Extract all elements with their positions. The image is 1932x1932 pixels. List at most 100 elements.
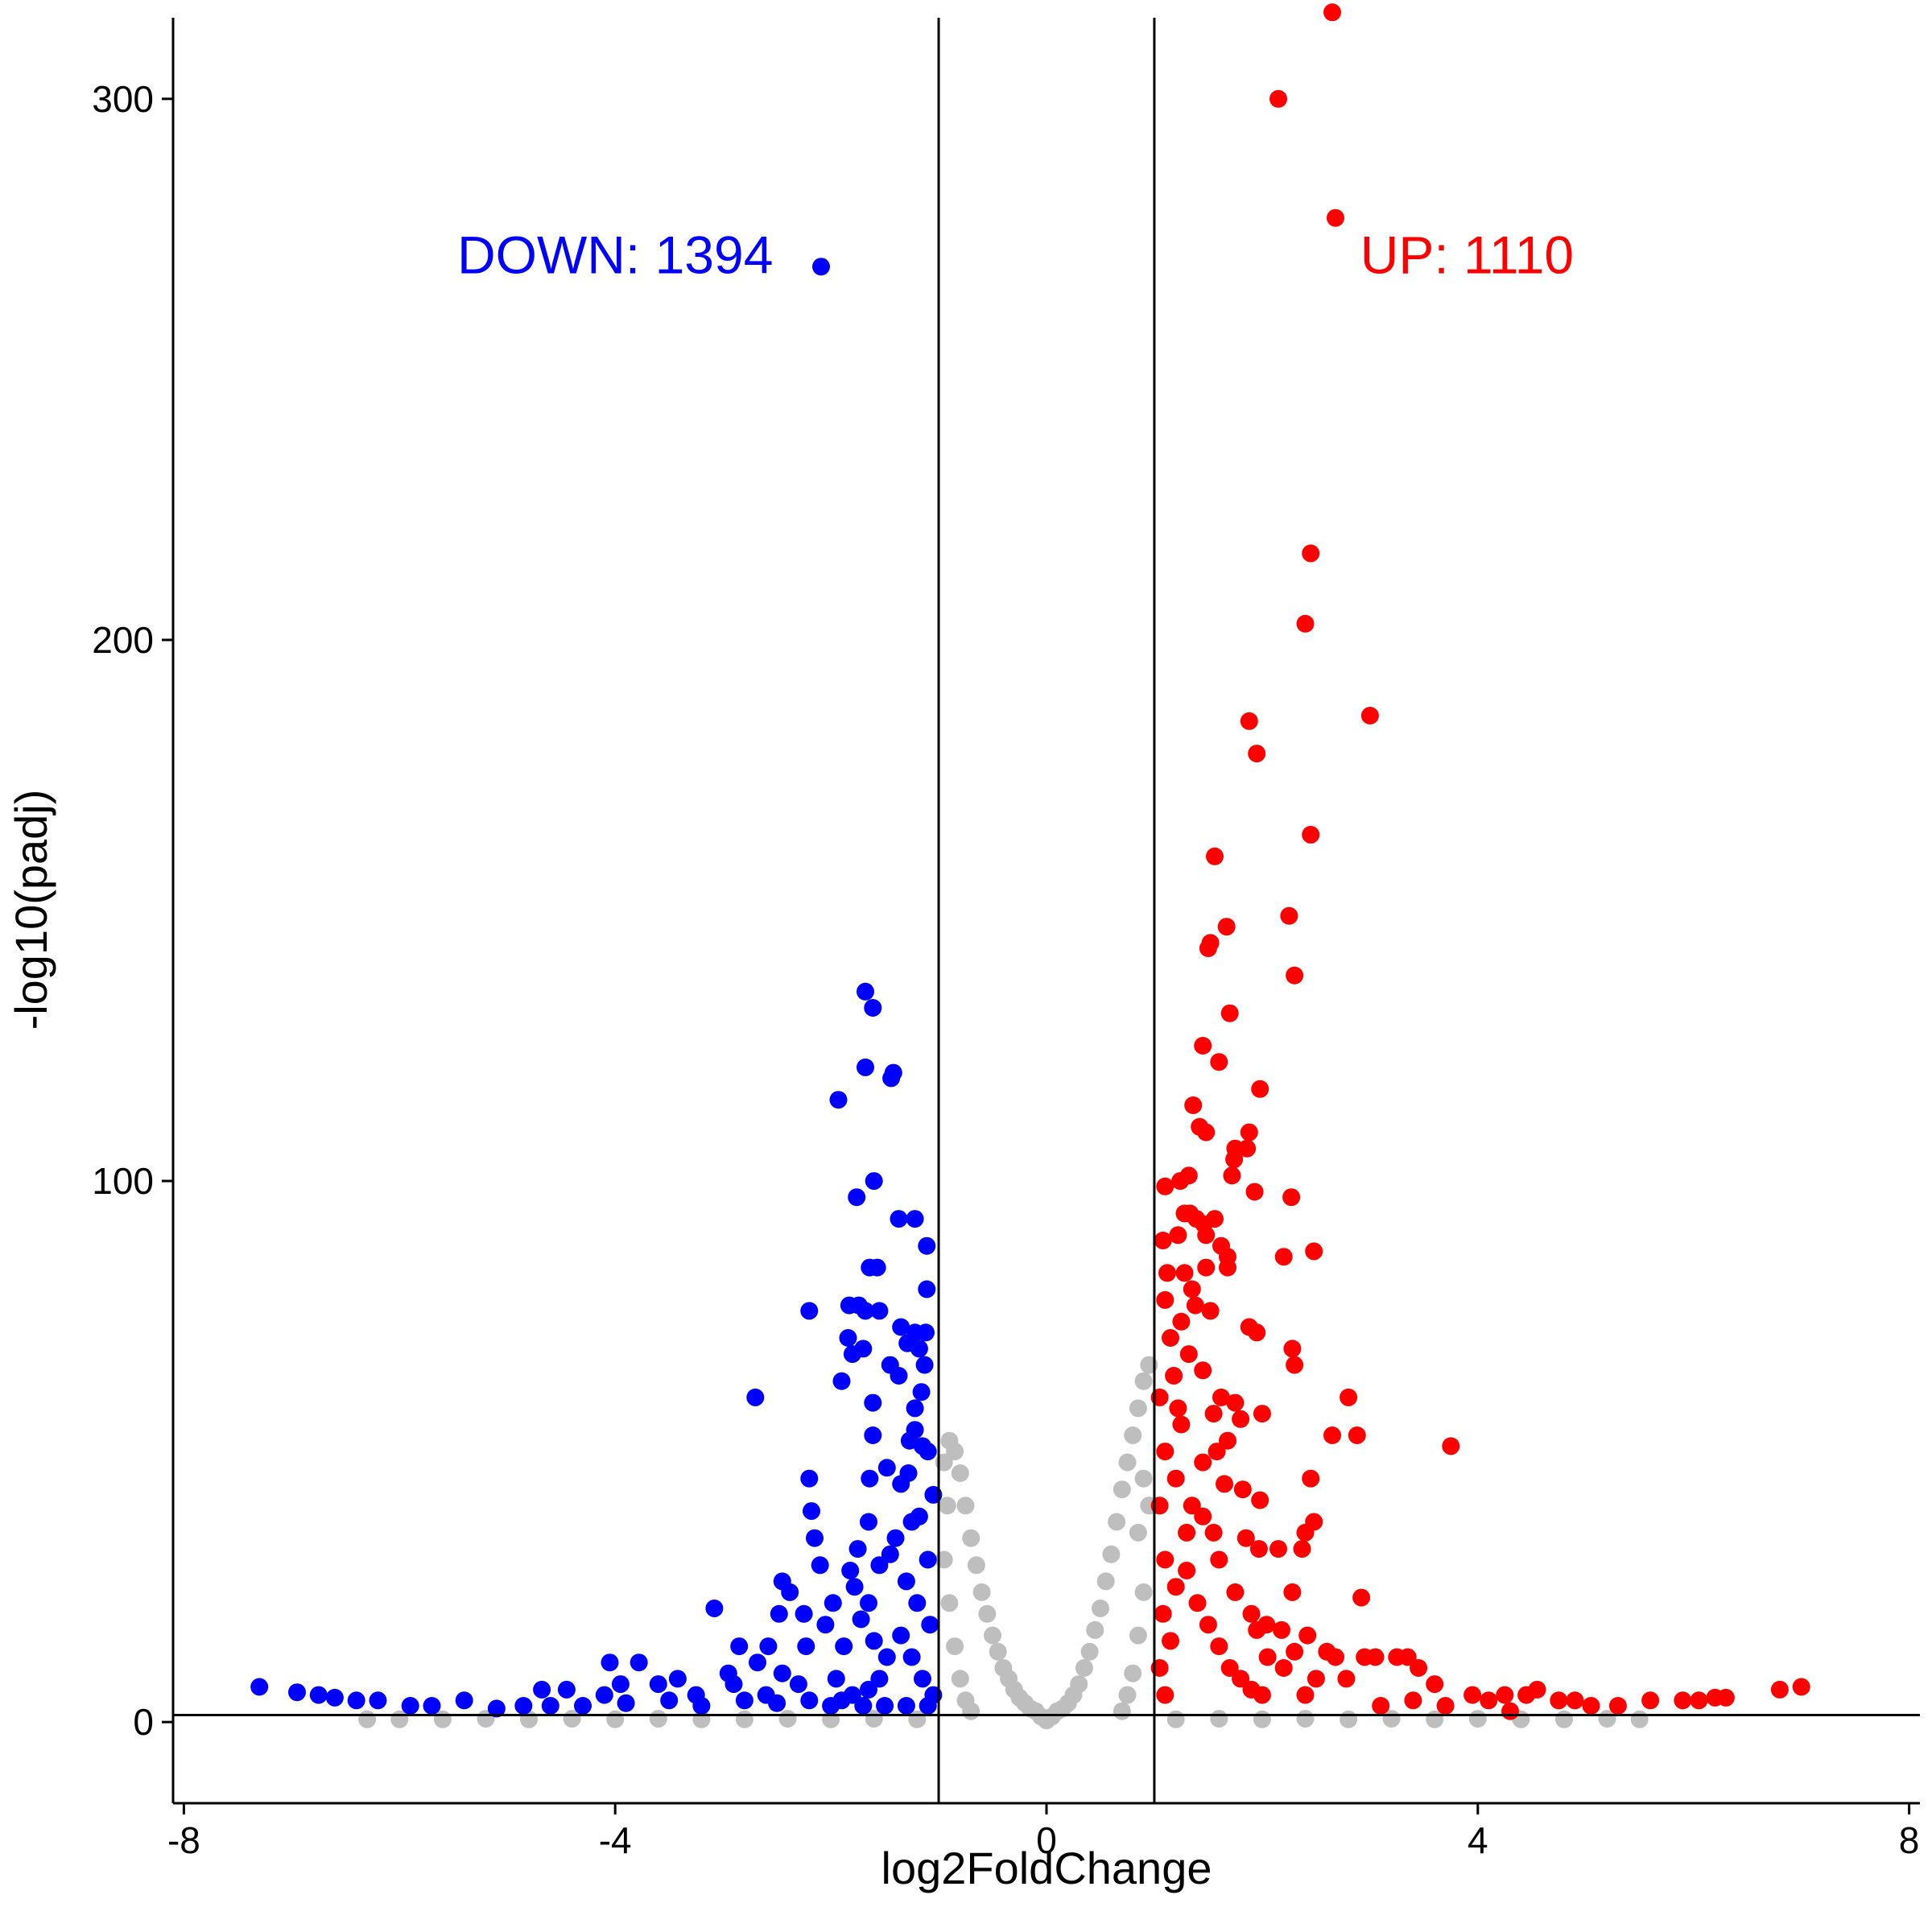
point-ns-45 — [1113, 1702, 1131, 1720]
point-down-61 — [852, 1610, 870, 1629]
point-down-101 — [800, 1691, 819, 1710]
point-ns-54 — [358, 1710, 377, 1728]
point-ns-5 — [962, 1529, 980, 1547]
point-up-49 — [1156, 1290, 1174, 1309]
point-up-138 — [1165, 1367, 1183, 1385]
y-tick-label: 200 — [92, 619, 154, 661]
point-up-130 — [1166, 1578, 1185, 1596]
point-up-62 — [1226, 1393, 1245, 1412]
point-down-49 — [811, 1556, 829, 1575]
point-up-57 — [1286, 1356, 1304, 1374]
point-ns-35 — [1124, 1426, 1142, 1444]
annotation-0: DOWN: 1394 — [457, 225, 773, 285]
point-ns-37 — [1134, 1372, 1153, 1390]
point-ns-7 — [972, 1583, 991, 1601]
point-down-44 — [860, 1513, 877, 1531]
point-up-74 — [1233, 1480, 1252, 1499]
point-up-73 — [1216, 1475, 1233, 1493]
point-up-94 — [1258, 1648, 1277, 1666]
point-down-0 — [812, 258, 830, 276]
point-up-67 — [1323, 1426, 1341, 1444]
point-up-55 — [1162, 1329, 1179, 1347]
point-ns-49 — [1134, 1583, 1153, 1601]
point-up-50 — [1186, 1296, 1204, 1315]
point-up-75 — [1251, 1491, 1269, 1509]
point-down-79 — [557, 1680, 576, 1699]
point-down-73 — [611, 1675, 630, 1694]
point-up-14 — [1286, 966, 1304, 985]
point-ns-42 — [951, 1670, 969, 1688]
point-ns-26 — [1075, 1659, 1093, 1677]
point-down-15 — [800, 1302, 819, 1320]
point-up-140 — [1188, 1594, 1207, 1612]
point-down-55 — [824, 1594, 842, 1612]
point-up-54 — [1172, 1312, 1191, 1331]
point-ns-27 — [1080, 1642, 1099, 1661]
point-down-41 — [861, 1469, 879, 1488]
point-up-114 — [1608, 1697, 1627, 1715]
point-down-103 — [854, 1697, 873, 1715]
point-down-125 — [822, 1697, 840, 1715]
point-ns-25 — [1070, 1675, 1088, 1694]
annotations: DOWN: 1394 UP: 1110 — [457, 225, 1574, 285]
point-down-53 — [845, 1578, 864, 1596]
point-down-117 — [899, 1464, 918, 1482]
point-down-112 — [897, 1572, 915, 1591]
point-down-63 — [759, 1637, 778, 1656]
point-down-23 — [839, 1329, 857, 1347]
point-up-87 — [1242, 1604, 1261, 1623]
point-ns-10 — [989, 1642, 1007, 1661]
point-up-79 — [1236, 1529, 1255, 1547]
point-down-124 — [843, 1686, 861, 1704]
point-down-91 — [455, 1691, 473, 1710]
point-down-86 — [325, 1688, 344, 1707]
point-down-46 — [806, 1529, 824, 1547]
point-up-15 — [1220, 1004, 1239, 1022]
point-down-104 — [876, 1697, 894, 1715]
point-up-90 — [1273, 1620, 1290, 1639]
point-up-99 — [1398, 1648, 1417, 1666]
point-ns-72 — [1340, 1710, 1358, 1728]
point-down-39 — [800, 1469, 819, 1488]
point-up-8 — [1302, 825, 1320, 844]
point-up-27 — [1171, 1172, 1190, 1191]
point-down-22 — [917, 1323, 935, 1342]
point-down-62 — [730, 1637, 749, 1656]
point-down-48 — [881, 1545, 899, 1563]
point-down-111 — [908, 1594, 927, 1612]
point-up-93 — [1286, 1642, 1304, 1661]
point-up-81 — [1269, 1540, 1287, 1558]
point-up-2 — [1327, 208, 1344, 227]
point-up-53 — [1248, 1323, 1266, 1342]
point-down-13 — [868, 1258, 886, 1277]
annotation-1: UP: 1110 — [1360, 225, 1574, 285]
point-ns-9 — [984, 1626, 1001, 1645]
point-up-6 — [1240, 712, 1258, 730]
point-up-11 — [1217, 918, 1236, 936]
x-axis-title: log2FoldChange — [881, 1843, 1212, 1893]
point-up-78 — [1204, 1523, 1223, 1542]
point-down-43 — [803, 1502, 820, 1521]
point-up-146 — [1253, 1686, 1271, 1704]
point-down-85 — [309, 1686, 328, 1704]
point-down-64 — [797, 1637, 815, 1656]
point-ns-6 — [967, 1556, 985, 1575]
point-up-112 — [1501, 1702, 1519, 1720]
point-down-33 — [746, 1388, 765, 1406]
point-up-111 — [1566, 1691, 1584, 1710]
point-ns-29 — [1092, 1600, 1109, 1617]
point-down-75 — [724, 1675, 743, 1694]
point-up-104 — [1426, 1675, 1444, 1694]
point-down-76 — [789, 1675, 807, 1694]
point-ns-77 — [1555, 1710, 1573, 1728]
point-up-37 — [1169, 1226, 1187, 1245]
point-up-3 — [1302, 544, 1320, 563]
point-up-45 — [1158, 1264, 1176, 1282]
y-tick-label: 100 — [92, 1160, 154, 1202]
point-up-39 — [1197, 1226, 1216, 1245]
point-ns-34 — [1118, 1453, 1137, 1472]
point-ns-40 — [940, 1594, 959, 1612]
point-up-65 — [1232, 1410, 1250, 1428]
point-down-99 — [735, 1691, 753, 1710]
